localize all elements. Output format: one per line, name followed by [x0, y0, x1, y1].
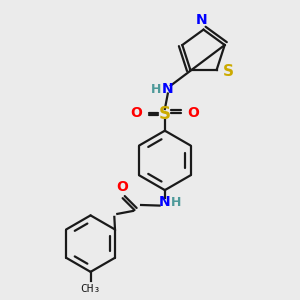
Text: S: S	[159, 105, 171, 123]
Text: N: N	[162, 82, 174, 96]
Text: N: N	[195, 13, 207, 27]
Text: O: O	[188, 106, 200, 120]
Text: S: S	[223, 64, 234, 79]
Text: O: O	[116, 180, 128, 194]
Text: H: H	[152, 82, 162, 96]
Text: N: N	[159, 195, 171, 209]
Text: O: O	[130, 106, 142, 120]
Text: H: H	[171, 196, 181, 208]
Text: CH₃: CH₃	[80, 284, 101, 294]
